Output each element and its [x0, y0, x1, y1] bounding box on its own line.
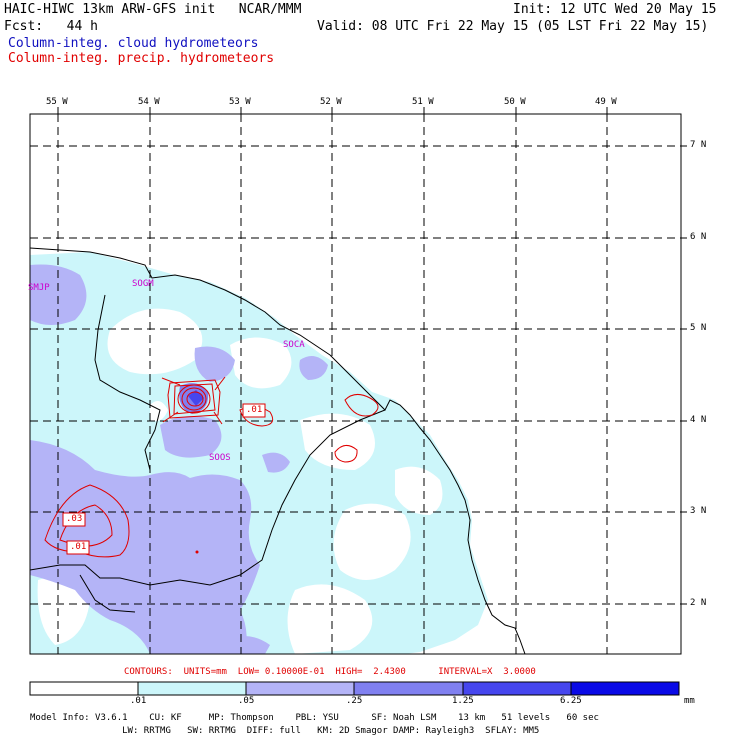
- coastline: [30, 247, 526, 654]
- colorbar-bin-3: [353, 681, 464, 696]
- colorbar-tick: 6.25: [560, 696, 582, 706]
- lon-label: 55 W: [46, 97, 68, 107]
- cloud-field-mid-7: [225, 636, 270, 654]
- lon-label: 53 W: [229, 97, 251, 107]
- border-south: [79, 574, 136, 613]
- lat-label: 5 N: [690, 323, 707, 333]
- border-guiana-brazil: [30, 409, 386, 586]
- contour-label-box-3: [66, 540, 90, 555]
- lat-label: 7 N: [690, 140, 707, 150]
- cloud-clear-6: [287, 584, 373, 654]
- contour-label: .01: [70, 542, 87, 552]
- cloud-field-mid-4: [194, 346, 235, 382]
- cloud-clear-4: [333, 503, 411, 580]
- contour-info: CONTOURS: UNITS=mm LOW= 0.10000E-01 HIGH…: [124, 667, 536, 677]
- colorbar-bin-5: [570, 681, 680, 696]
- top-ticks: [57, 107, 687, 605]
- map-frame: [29, 113, 682, 655]
- cloud-clear-7: [37, 577, 90, 645]
- colorbar-tick: 1.25: [452, 696, 474, 706]
- colorbar-bin-4: [462, 681, 572, 696]
- contour-label-box-2: [62, 512, 86, 527]
- colorbar-bin-2: [245, 681, 355, 696]
- cloud-clear-2: [230, 337, 292, 389]
- init-time: Init: 12 UTC Wed 20 May 15: [513, 2, 717, 17]
- contour-label-box-1: [242, 403, 266, 418]
- legend-precip: Column-integ. precip. hydrometeors: [8, 51, 275, 66]
- cloud-field-mid-2: [160, 416, 222, 458]
- lat-label: 3 N: [690, 506, 707, 516]
- model-info-line1: Model Info: V3.6.1 CU: KF MP: Thompson P…: [30, 713, 599, 723]
- station-sogm: SOGM: [132, 279, 154, 289]
- station-soca: SOCA: [283, 340, 305, 350]
- colorbar-tick: .25: [346, 696, 363, 706]
- lon-label: 51 W: [412, 97, 434, 107]
- contour-label: .03: [66, 514, 83, 524]
- lat-label: 4 N: [690, 415, 707, 425]
- colorbar-units: mm: [684, 696, 695, 706]
- lat-label: 6 N: [690, 232, 707, 242]
- cloud-clear-5: [395, 466, 443, 515]
- cloud-field-mid-1: [30, 440, 260, 654]
- contour-label: .01: [246, 405, 263, 415]
- cloud-clear-1: [107, 308, 203, 375]
- cloud-field-mid-5: [299, 356, 328, 380]
- title-left: HAIC-HIWC 13km ARW-GFS init NCAR/MMM: [4, 2, 302, 17]
- station-smjp: SMJP: [28, 283, 50, 293]
- valid-time: Valid: 08 UTC Fri 22 May 15 (05 LST Fri …: [317, 19, 709, 34]
- colorbar-bin-0: [29, 681, 139, 696]
- colorbar-tick: .01: [130, 696, 147, 706]
- colorbar: [29, 681, 680, 696]
- colorbar-bin-1: [137, 681, 247, 696]
- lon-label: 50 W: [504, 97, 526, 107]
- grid-lines: [30, 114, 681, 654]
- cloud-field-mid-6: [262, 452, 290, 473]
- lon-label: 52 W: [320, 97, 342, 107]
- forecast-hour: Fcst: 44 h: [4, 19, 98, 34]
- legend-cloud: Column-integ. cloud hydrometeors: [8, 36, 259, 51]
- model-info-line2: LW: RRTMG SW: RRTMG DIFF: full KM: 2D Sm…: [30, 726, 540, 736]
- lon-label: 49 W: [595, 97, 617, 107]
- cloud-field-mid-3: [30, 264, 87, 325]
- lat-label: 2 N: [690, 598, 707, 608]
- border-suriname-guiana: [94, 294, 161, 471]
- lon-label: 54 W: [138, 97, 160, 107]
- station-soos: SOOS: [209, 453, 231, 463]
- colorbar-tick: .05: [238, 696, 255, 706]
- cloud-clear-8: [150, 401, 168, 422]
